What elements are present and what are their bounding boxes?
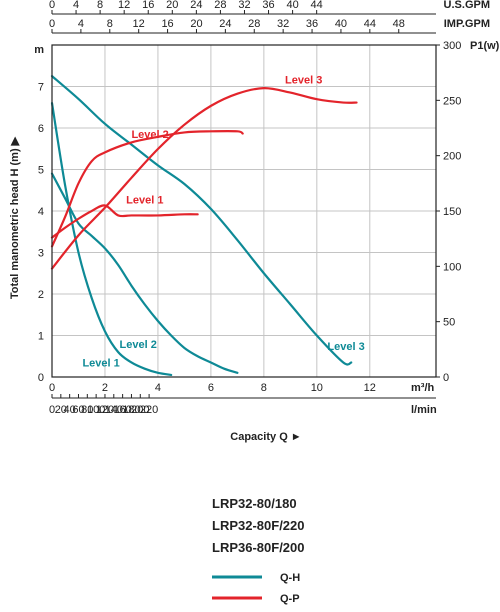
impgpm-tick-label: 44 xyxy=(364,18,376,30)
impgpm-tick-label: 20 xyxy=(190,18,202,30)
m3h-tick-label: 10 xyxy=(311,382,323,394)
usgpm-tick-label: 4 xyxy=(73,0,79,11)
impgpm-tick-label: 36 xyxy=(306,18,318,30)
curve-qp-level-1 xyxy=(50,204,199,239)
lmin-tick-label: 0 xyxy=(49,404,55,416)
x-axis-label: Capacity Q ► xyxy=(230,431,301,443)
m3h-tick-label: 2 xyxy=(102,382,108,394)
usgpm-tick-label: 20 xyxy=(166,0,178,11)
curve-label-qh-level-1: Level 1 xyxy=(82,358,119,370)
m3h-tick-label: 0 xyxy=(49,382,55,394)
lmin-tick-label: 140 xyxy=(105,404,123,416)
impgpm-tick-label: 8 xyxy=(107,18,113,30)
power-tick-label: 300 xyxy=(443,40,461,52)
impgpm-tick-label: 4 xyxy=(78,18,84,30)
curve-label-qh-level-3: Level 3 xyxy=(327,341,364,353)
model-name-2: LRP32-80F/220 xyxy=(212,518,305,533)
impgpm-tick-label: 0 xyxy=(49,18,55,30)
impgpm-tick-label: 40 xyxy=(335,18,347,30)
power-tick-label: 150 xyxy=(443,206,461,218)
impgpm-tick-label: 48 xyxy=(393,18,405,30)
lmin-tick-label: 200 xyxy=(131,404,149,416)
curve-qh-level-2 xyxy=(50,172,239,374)
usgpm-tick-label: 16 xyxy=(142,0,154,11)
head-tick-label: 6 xyxy=(38,123,44,135)
m3h-tick-label: 12 xyxy=(364,382,376,394)
impgpm-unit-label: IMP.GPM xyxy=(444,18,490,30)
curve-label-qp-level-1: Level 1 xyxy=(126,194,163,206)
usgpm-tick-label: 8 xyxy=(97,0,103,11)
usgpm-unit-label: U.S.GPM xyxy=(444,0,490,11)
power-tick-label: 50 xyxy=(443,317,455,329)
lmin-tick-label: 160 xyxy=(113,404,131,416)
power-tick-label: 200 xyxy=(443,151,461,163)
lmin-tick-label: 40 xyxy=(64,404,76,416)
head-tick-label: 2 xyxy=(38,289,44,301)
curve-label-qp-level-3: Level 3 xyxy=(285,75,322,87)
lmin-tick-label: 60 xyxy=(72,404,84,416)
m3h-unit-label: m³/h xyxy=(411,382,435,394)
curve-qp-level-2 xyxy=(50,130,244,248)
legend-qh-label: Q-H xyxy=(280,572,300,584)
power-unit-label: P1(w) xyxy=(470,40,500,52)
head-tick-label: 4 xyxy=(38,206,44,218)
curve-qh-level-3 xyxy=(50,75,353,366)
curve-qp-level-3 xyxy=(50,87,358,270)
head-tick-label: 7 xyxy=(38,82,44,94)
head-tick-label: 1 xyxy=(38,331,44,343)
legend-qp-label: Q-P xyxy=(280,593,300,605)
usgpm-tick-label: 32 xyxy=(238,0,250,11)
lmin-tick-label: 220 xyxy=(140,404,158,416)
head-tick-label: 3 xyxy=(38,248,44,260)
head-tick-label: 5 xyxy=(38,165,44,177)
head-unit-label: m xyxy=(34,44,44,56)
model-name-3: LRP36-80F/200 xyxy=(212,540,305,555)
lmin-tick-label: 120 xyxy=(96,404,114,416)
power-tick-label: 250 xyxy=(443,95,461,107)
impgpm-tick-label: 16 xyxy=(161,18,173,30)
curve-label-qp-level-2: Level 2 xyxy=(131,129,168,141)
usgpm-tick-label: 28 xyxy=(214,0,226,11)
y-axis-label: Total manometric head H (m) ▶ xyxy=(9,136,21,299)
usgpm-tick-label: 36 xyxy=(262,0,274,11)
lmin-tick-label: 100 xyxy=(87,404,105,416)
usgpm-tick-label: 12 xyxy=(118,0,130,11)
m3h-tick-label: 8 xyxy=(261,382,267,394)
usgpm-tick-label: 0 xyxy=(49,0,55,11)
power-tick-label: 100 xyxy=(443,261,461,273)
curve-label-qh-level-2: Level 2 xyxy=(120,339,157,351)
impgpm-tick-label: 24 xyxy=(219,18,231,30)
lmin-tick-label: 180 xyxy=(122,404,140,416)
impgpm-tick-label: 32 xyxy=(277,18,289,30)
impgpm-tick-label: 28 xyxy=(248,18,260,30)
lmin-tick-label: 80 xyxy=(81,404,93,416)
usgpm-tick-label: 24 xyxy=(190,0,202,11)
m3h-tick-label: 4 xyxy=(155,382,161,394)
usgpm-tick-label: 40 xyxy=(286,0,298,11)
m3h-tick-label: 6 xyxy=(208,382,214,394)
lmin-unit-label: l/min xyxy=(411,404,437,416)
head-tick-label: 0 xyxy=(38,372,44,384)
usgpm-tick-label: 44 xyxy=(311,0,323,11)
impgpm-tick-label: 12 xyxy=(133,18,145,30)
lmin-tick-label: 20 xyxy=(55,404,67,416)
power-tick-label: 0 xyxy=(443,372,449,384)
model-name-1: LRP32-80/180 xyxy=(212,496,297,511)
curves xyxy=(50,75,358,377)
plot-frame xyxy=(51,10,440,399)
